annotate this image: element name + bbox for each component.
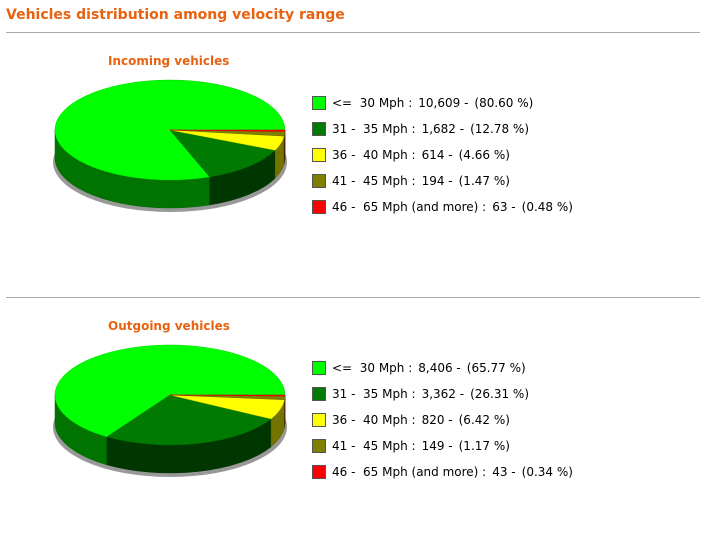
legend-swatch: [312, 122, 326, 136]
chart-title: Incoming vehicles: [108, 54, 230, 68]
legend-percentage: (1.17 %): [458, 439, 510, 453]
legend-entry: 46 - 65 Mph (and more) : 43 - (0.34 %): [312, 459, 579, 485]
legend-category: 36 - 40 Mph :: [332, 413, 416, 427]
legend-swatch: [312, 439, 326, 453]
legend-swatch: [312, 200, 326, 214]
pie-slice: [169, 129, 276, 178]
legend-value: 3,362 -: [421, 387, 465, 401]
legend-category: 41 - 45 Mph :: [332, 439, 416, 453]
legend-percentage: (80.60 %): [474, 96, 534, 110]
legend-swatch: [312, 174, 326, 188]
legend-swatch: [312, 413, 326, 427]
legend-percentage: (12.78 %): [470, 122, 529, 136]
legend-value: 10,609 -: [418, 96, 469, 110]
legend-percentage: (1.47 %): [458, 174, 510, 188]
legend-category: <= 30 Mph :: [332, 96, 413, 110]
legend-entry: 41 - 45 Mph : 194 - (1.47 %): [312, 168, 579, 194]
legend-category: 31 - 35 Mph :: [332, 387, 416, 401]
legend-percentage: (6.42 %): [458, 413, 510, 427]
legend-swatch: [312, 387, 326, 401]
separator: [6, 32, 700, 33]
legend: <= 30 Mph : 10,609 - (80.60 %) 31 - 35 Mph …: [312, 90, 579, 220]
legend-entry: 41 - 45 Mph : 149 - (1.17 %): [312, 433, 579, 459]
legend-entry: <= 30 Mph : 10,609 - (80.60 %): [312, 90, 579, 116]
pie-slice: [169, 394, 286, 397]
separator: [6, 297, 700, 298]
page-heading: Vehicles distribution among velocity ran…: [6, 7, 345, 23]
legend-value: 194 -: [421, 174, 453, 188]
legend-value: 1,682 -: [421, 122, 465, 136]
legend-value: 614 -: [421, 148, 453, 162]
chart-title: Outgoing vehicles: [108, 319, 230, 333]
legend-category: <= 30 Mph :: [332, 361, 413, 375]
legend: <= 30 Mph : 8,406 - (65.77 %) 31 - 35 Mph :…: [312, 355, 579, 485]
legend-entry: <= 30 Mph : 8,406 - (65.77 %): [312, 355, 579, 381]
legend-entry: 36 - 40 Mph : 614 - (4.66 %): [312, 142, 579, 168]
pie-slice: [54, 344, 286, 438]
legend-percentage: (0.34 %): [521, 465, 573, 479]
pie-slice: [169, 129, 286, 132]
legend-swatch: [312, 148, 326, 162]
legend-category: 46 - 65 Mph (and more) :: [332, 200, 487, 214]
pie-slice: [106, 394, 272, 446]
legend-swatch: [312, 465, 326, 479]
legend-category: 46 - 65 Mph (and more) :: [332, 465, 487, 479]
legend-category: 36 - 40 Mph :: [332, 148, 416, 162]
legend-category: 31 - 35 Mph :: [332, 122, 416, 136]
legend-entry: 31 - 35 Mph : 3,362 - (26.31 %): [312, 381, 579, 407]
legend-percentage: (4.66 %): [458, 148, 510, 162]
legend-category: 41 - 45 Mph :: [332, 174, 416, 188]
legend-percentage: (65.77 %): [466, 361, 526, 375]
legend-value: 820 -: [421, 413, 453, 427]
legend-entry: 31 - 35 Mph : 1,682 - (12.78 %): [312, 116, 579, 142]
legend-swatch: [312, 361, 326, 375]
legend-value: 63 -: [492, 200, 516, 214]
legend-percentage: (26.31 %): [470, 387, 529, 401]
legend-entry: 36 - 40 Mph : 820 - (6.42 %): [312, 407, 579, 433]
legend-percentage: (0.48 %): [521, 200, 573, 214]
legend-value: 8,406 -: [418, 361, 461, 375]
legend-entry: 46 - 65 Mph (and more) : 63 - (0.48 %): [312, 194, 579, 220]
legend-value: 43 -: [492, 465, 516, 479]
legend-value: 149 -: [421, 439, 453, 453]
pie-chart: [53, 344, 287, 477]
pie-chart: [53, 79, 287, 212]
legend-swatch: [312, 96, 326, 110]
